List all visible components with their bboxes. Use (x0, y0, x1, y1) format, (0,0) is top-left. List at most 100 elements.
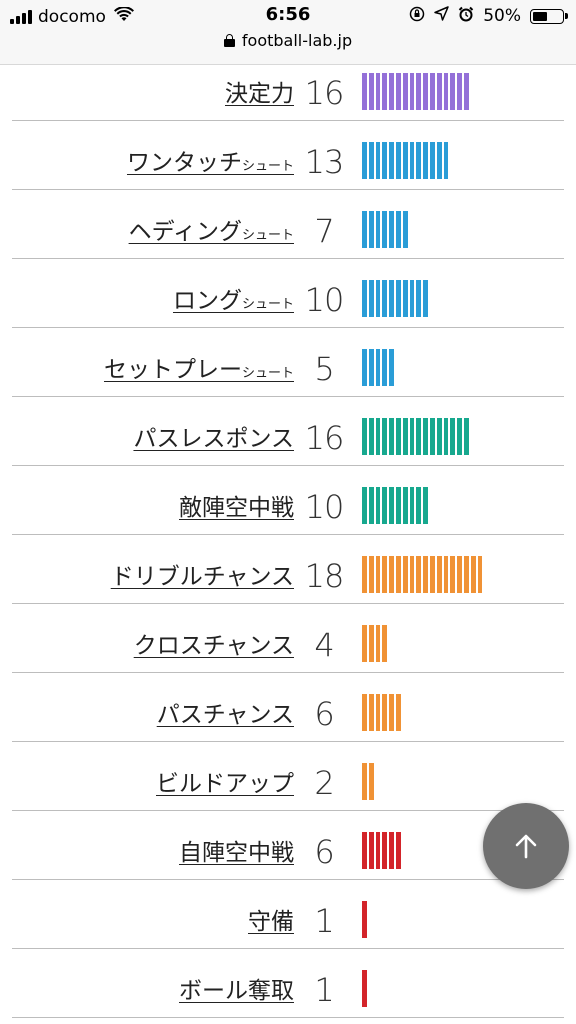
stat-value: 7 (314, 212, 334, 250)
stat-label-link[interactable]: セットプレーシュート (104, 350, 294, 384)
stat-bar-segment (368, 832, 374, 869)
wifi-icon (113, 6, 134, 27)
stat-value: 1 (314, 971, 334, 1009)
stat-bar-segment (416, 280, 422, 317)
stat-value: 18 (304, 557, 345, 595)
stat-bar-segment (429, 418, 435, 455)
stat-label-suffix: シュート (241, 366, 294, 381)
stat-label: セットプレー (103, 357, 242, 383)
stat-label-link[interactable]: ヘディングシュート (129, 212, 294, 246)
stat-bar-segment (409, 556, 415, 593)
stat-bar (362, 73, 469, 110)
stat-label: ボール奪取 (179, 978, 294, 1004)
stat-label-link[interactable]: ボール奪取 (179, 971, 294, 1005)
stat-bar-segment (368, 694, 374, 731)
stat-bar-segment (443, 556, 449, 593)
stat-label: ヘディング (128, 219, 242, 245)
stat-row: ボール奪取 1 (12, 949, 564, 1018)
stat-bar (362, 280, 428, 317)
stat-bar-segment (375, 349, 381, 386)
stat-row: 決定力 16 (12, 52, 564, 121)
stat-bar-segment (375, 487, 381, 524)
stat-bar-segment (375, 418, 381, 455)
stat-bar-segment (389, 832, 394, 869)
stat-bar-segment (382, 487, 388, 524)
url-text[interactable]: football-lab.jp (241, 31, 353, 50)
stat-bar-segment (375, 73, 381, 110)
stat-bar-segment (395, 280, 401, 317)
stat-bar-segment (443, 142, 449, 179)
stat-label-link[interactable]: ドリブルチャンス (111, 557, 294, 591)
stat-bar-segment (375, 694, 381, 731)
stat-bar-segment (362, 970, 367, 1007)
stat-bar-segment (423, 280, 428, 317)
stat-bar-segment (368, 73, 374, 110)
stat-bar (362, 763, 374, 800)
stat-label-link[interactable]: ワンタッチシュート (127, 143, 294, 177)
scroll-to-top-button[interactable] (483, 803, 569, 889)
stat-bar-segment (395, 418, 401, 455)
stat-bar-segment (423, 418, 428, 455)
stat-bar-segment (368, 418, 374, 455)
stat-bar-segment (375, 142, 381, 179)
stat-bar-segment (409, 142, 415, 179)
stat-bar-segment (416, 487, 422, 524)
stat-bar-segment (375, 280, 381, 317)
stat-bar-segment (362, 832, 367, 869)
alarm-icon (458, 6, 474, 27)
stat-bar-segment (382, 625, 388, 662)
stat-bar-segment (416, 142, 422, 179)
stat-value: 10 (304, 488, 345, 526)
stat-label: ロング (172, 288, 242, 314)
stat-row: セットプレーシュート 5 (12, 328, 564, 397)
stat-bar-segment (395, 832, 401, 869)
stat-bar-segment (389, 142, 394, 179)
stat-bar-segment (362, 280, 367, 317)
status-time: 6:56 (265, 4, 311, 25)
stat-bar-segment (389, 280, 394, 317)
stat-bar-segment (402, 211, 408, 248)
stat-bar-segment (389, 487, 394, 524)
stat-bar-segment (382, 349, 388, 386)
stat-row: パスレスポンス 16 (12, 397, 564, 466)
stat-row: ヘディングシュート 7 (12, 190, 564, 259)
stat-label-link[interactable]: ビルドアップ (156, 764, 294, 798)
stat-label-link[interactable]: パスチャンス (157, 695, 294, 729)
stat-label-link[interactable]: パスレスポンス (133, 419, 294, 453)
stat-bar-segment (429, 142, 435, 179)
stat-label-link[interactable]: 守備 (248, 902, 294, 936)
stat-label-link[interactable]: 敵陣空中戦 (179, 488, 294, 522)
stat-bar-segment (457, 418, 462, 455)
stat-bar-segment (443, 418, 449, 455)
stat-value: 6 (314, 833, 334, 871)
stat-label-link[interactable]: 決定力 (225, 74, 294, 108)
stat-row: 守備 1 (12, 880, 564, 949)
stat-bar-segment (395, 142, 401, 179)
stat-bar-segment (409, 418, 415, 455)
stat-bar-segment (362, 901, 367, 938)
stat-bar-segment (362, 211, 367, 248)
stat-label: パスレスポンス (133, 426, 294, 452)
stat-row: ドリブルチャンス 18 (12, 535, 564, 604)
stat-bar (362, 487, 428, 524)
stat-bar-segment (362, 349, 367, 386)
stat-label: クロスチャンス (133, 633, 294, 659)
stat-label-link[interactable]: クロスチャンス (134, 626, 294, 660)
stat-bar-segment (423, 142, 428, 179)
signal-icon (10, 10, 32, 24)
stat-bar-segment (389, 694, 394, 731)
stat-label: ビルドアップ (156, 771, 294, 797)
stat-label-link[interactable]: ロングシュート (173, 281, 294, 315)
url-bar[interactable]: football-lab.jp (0, 31, 576, 50)
stat-bar-segment (395, 211, 401, 248)
stat-bar-segment (470, 556, 476, 593)
stat-label-link[interactable]: 自陣空中戦 (179, 833, 294, 867)
stat-bar-segment (436, 142, 442, 179)
stat-row: ワンタッチシュート 13 (12, 121, 564, 190)
stat-bar-segment (382, 73, 388, 110)
stat-bar (362, 970, 367, 1007)
stat-bar (362, 556, 483, 593)
stat-value: 16 (304, 74, 345, 112)
stat-bar-segment (375, 556, 381, 593)
stat-label: 守備 (248, 909, 294, 935)
